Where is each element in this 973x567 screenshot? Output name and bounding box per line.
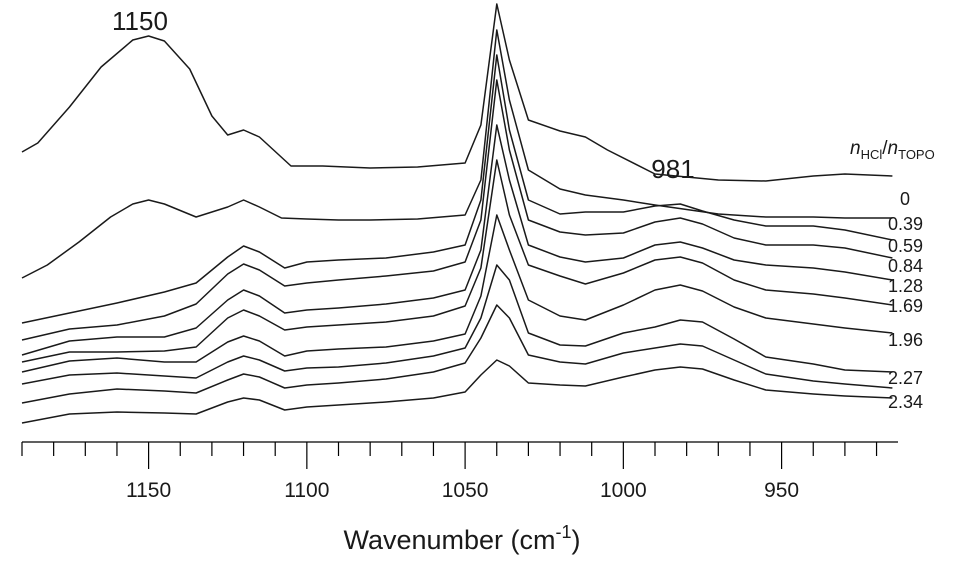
series-label-2-27: 2.27 — [888, 368, 923, 388]
x-axis-title: Wavenumber (cm-1) — [343, 522, 580, 555]
spectrum-line-2-34 — [21, 304, 893, 404]
spectrum-line-1-28 — [21, 124, 893, 356]
x-axis-tick-labels: 1150 1100 1050 1000 950 — [126, 479, 799, 502]
peak-label-981: 981 — [651, 154, 694, 184]
spectrum-line-1-96 — [21, 214, 893, 373]
spectra-traces — [21, 3, 893, 424]
peak-label-1150: 1150 — [112, 6, 168, 36]
series-label-0-84: 0.84 — [888, 256, 923, 276]
series-label-0-39: 0.39 — [888, 214, 923, 234]
peak-annotations: 1150 981 — [112, 6, 695, 184]
series-label-2-34: 2.34 — [888, 392, 923, 412]
series-label-0-59: 0.59 — [888, 236, 923, 256]
series-label-1-28: 1.28 — [888, 276, 923, 296]
tick-label-950: 950 — [764, 479, 799, 502]
tick-label-1000: 1000 — [600, 479, 647, 502]
spectrum-line-1-69 — [21, 159, 893, 363]
x-axis-ticks — [21, 442, 878, 469]
legend-title: nHCl/nTOPO — [850, 138, 935, 162]
tick-label-1150: 1150 — [126, 479, 171, 502]
series-label-0: 0 — [900, 189, 910, 209]
tick-label-1050: 1050 — [442, 479, 489, 502]
tick-label-1100: 1100 — [284, 479, 329, 502]
x-axis: 1150 1100 1050 1000 950 — [21, 441, 898, 502]
spectrum-line-0 — [21, 3, 893, 182]
spectrum-line-bottom — [21, 359, 893, 424]
series-label-1-69: 1.69 — [888, 296, 923, 316]
spectrum-line-0-84 — [21, 79, 893, 341]
spectrum-line-2-27 — [21, 264, 893, 385]
spectrum-line-0-39 — [21, 29, 893, 279]
series-label-1-96: 1.96 — [888, 330, 923, 350]
spectrum-line-0-59 — [21, 54, 893, 324]
series-labels: 0 0.390.590.841.281.69 1.96 2.27 2.34 — [888, 189, 923, 412]
